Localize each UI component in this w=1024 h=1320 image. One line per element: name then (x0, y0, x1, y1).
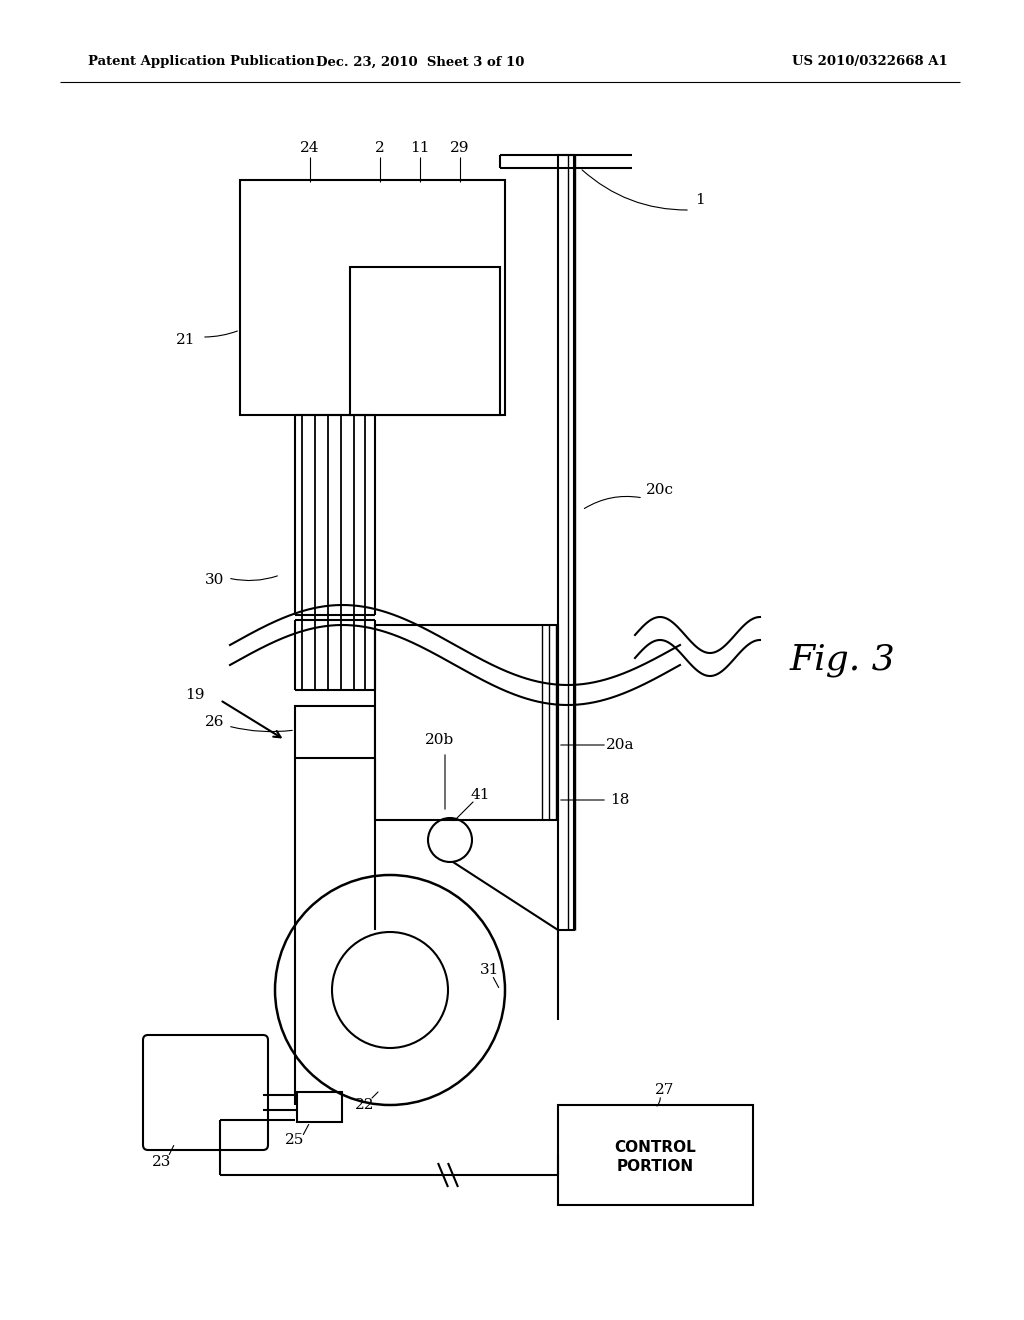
Bar (350, 267, 500, 414)
Text: 19: 19 (185, 688, 205, 702)
Text: Dec. 23, 2010  Sheet 3 of 10: Dec. 23, 2010 Sheet 3 of 10 (315, 55, 524, 69)
Text: 26: 26 (205, 715, 224, 729)
Text: 22: 22 (355, 1098, 375, 1111)
Text: 20a: 20a (606, 738, 634, 752)
Text: 31: 31 (480, 964, 500, 977)
Text: 25: 25 (286, 1133, 305, 1147)
Text: 30: 30 (206, 573, 224, 587)
Text: US 2010/0322668 A1: US 2010/0322668 A1 (793, 55, 948, 69)
Text: Fig. 3: Fig. 3 (790, 643, 896, 677)
Text: 23: 23 (153, 1155, 172, 1170)
Text: 24: 24 (300, 141, 319, 154)
FancyBboxPatch shape (143, 1035, 268, 1150)
Bar (240, 180, 505, 414)
Text: 27: 27 (655, 1082, 675, 1097)
Text: 18: 18 (610, 793, 630, 807)
Bar (558, 1105, 753, 1205)
Text: 29: 29 (451, 141, 470, 154)
Bar (297, 1092, 342, 1122)
Text: CONTROL
PORTION: CONTROL PORTION (614, 1139, 696, 1175)
Text: 20c: 20c (646, 483, 674, 498)
Bar (295, 706, 375, 758)
Text: 1: 1 (695, 193, 705, 207)
Text: 11: 11 (411, 141, 430, 154)
Text: Patent Application Publication: Patent Application Publication (88, 55, 314, 69)
Text: 20b: 20b (425, 733, 455, 747)
Text: 41: 41 (470, 788, 489, 803)
Bar (558, 154, 574, 931)
Bar (375, 624, 558, 820)
Text: 2: 2 (375, 141, 385, 154)
Text: 21: 21 (176, 333, 196, 347)
